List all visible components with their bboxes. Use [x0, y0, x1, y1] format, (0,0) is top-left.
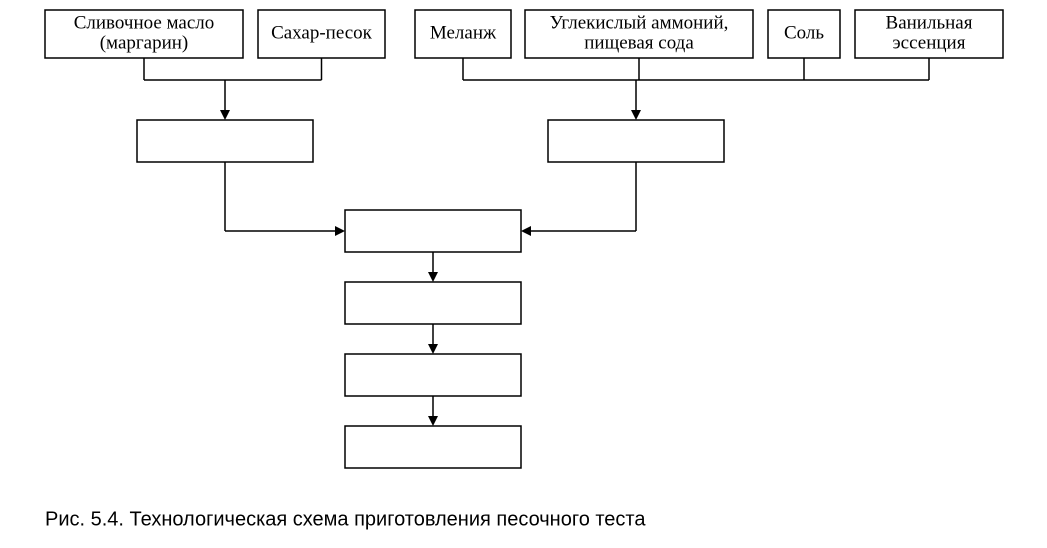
node-n6-label: эссенция — [893, 32, 966, 53]
node-b2 — [548, 120, 724, 162]
node-n4-label: Углекислый аммоний, — [550, 12, 729, 33]
node-b1 — [137, 120, 313, 162]
node-c2 — [345, 282, 521, 324]
node-n3: Меланж — [415, 10, 511, 58]
node-n5-label: Соль — [784, 22, 824, 43]
node-n1: Сливочное масло(маргарин) — [45, 10, 243, 58]
figure-caption: Рис. 5.4. Технологическая схема приготов… — [45, 508, 646, 530]
node-c4 — [345, 426, 521, 468]
node-n1-label: (маргарин) — [100, 32, 189, 53]
node-c1 — [345, 210, 521, 252]
node-c3 — [345, 354, 521, 396]
node-n5: Соль — [768, 10, 840, 58]
node-n4-label: пищевая сода — [584, 32, 694, 53]
node-n2: Сахар-песок — [258, 10, 385, 58]
node-n3-label: Меланж — [430, 22, 497, 43]
node-n6: Ванильнаяэссенция — [855, 10, 1003, 58]
node-n1-label: Сливочное масло — [74, 12, 215, 33]
node-n6-label: Ванильная — [886, 12, 973, 33]
node-n2-label: Сахар-песок — [271, 22, 373, 43]
node-n4: Углекислый аммоний,пищевая сода — [525, 10, 753, 58]
